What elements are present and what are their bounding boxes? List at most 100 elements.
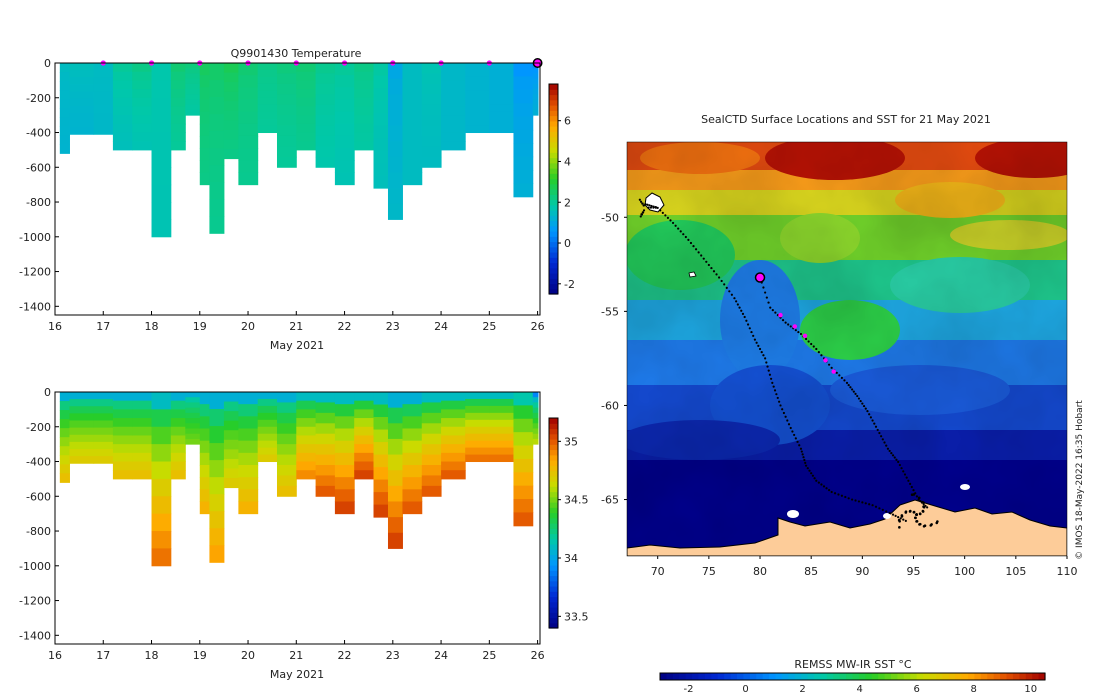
track-dot bbox=[765, 296, 768, 299]
profile-cell bbox=[112, 418, 133, 428]
profile-cell bbox=[513, 116, 534, 131]
sst-colorbar-segment bbox=[993, 673, 1001, 680]
track-dot bbox=[835, 371, 838, 374]
track-dot bbox=[775, 393, 778, 396]
profile-cell bbox=[532, 423, 539, 429]
profile-cell bbox=[296, 63, 317, 73]
track-dot bbox=[888, 449, 891, 453]
track-dot bbox=[664, 214, 667, 217]
profile-cell bbox=[354, 444, 375, 454]
profile-cell bbox=[69, 77, 95, 85]
sst-colorbar-segment bbox=[1000, 673, 1008, 680]
colorbar-tick-label: 4 bbox=[564, 155, 571, 168]
profile-cell bbox=[223, 392, 239, 403]
x-tick-label: 24 bbox=[434, 320, 448, 333]
colorbar-segment bbox=[549, 612, 558, 619]
sst-colorbar-segment bbox=[756, 673, 764, 680]
profile-cell bbox=[296, 71, 317, 81]
colorbar-segment bbox=[549, 225, 558, 232]
sst-colorbar-segment bbox=[672, 673, 680, 680]
profile-cell bbox=[238, 501, 259, 515]
track-dot bbox=[644, 203, 647, 206]
profile-cell bbox=[315, 423, 336, 435]
profile-cell bbox=[387, 125, 403, 142]
colorbar-segment bbox=[549, 423, 558, 430]
profile-cell bbox=[69, 434, 95, 443]
sst-colorbar-tick-label: 0 bbox=[742, 684, 748, 695]
profile-cell bbox=[513, 445, 534, 460]
profile-cell bbox=[69, 63, 95, 71]
profile-cell bbox=[334, 75, 355, 88]
colorbar-segment bbox=[549, 559, 558, 566]
sst-colorbar-segment bbox=[717, 673, 725, 680]
profile-cell bbox=[513, 129, 534, 144]
profile-cell bbox=[421, 454, 442, 466]
profile-cell bbox=[489, 398, 514, 407]
profile-cell bbox=[132, 132, 153, 142]
track-dot bbox=[806, 467, 809, 470]
profile-cell bbox=[223, 82, 239, 93]
profile-cell bbox=[59, 135, 70, 145]
profile-cell bbox=[238, 99, 259, 113]
track-dot bbox=[880, 435, 883, 438]
temperature-x-label: May 2021 bbox=[270, 339, 324, 352]
profile-cell bbox=[465, 63, 490, 71]
profile-cell bbox=[532, 109, 539, 116]
colorbar-segment bbox=[549, 523, 558, 529]
deployment-dot bbox=[640, 213, 644, 216]
profile-cell bbox=[315, 454, 336, 466]
colorbar-segment bbox=[549, 236, 558, 243]
profile-cell bbox=[373, 429, 389, 443]
profile-cell bbox=[465, 447, 490, 456]
profile-cell bbox=[402, 111, 423, 125]
track-dot bbox=[767, 301, 770, 304]
profile-cell bbox=[296, 418, 317, 428]
profile-cell bbox=[223, 458, 239, 469]
profile-cell bbox=[69, 91, 95, 100]
track-dot bbox=[776, 396, 779, 400]
colorbar-segment bbox=[549, 507, 558, 514]
profile-cell bbox=[489, 440, 514, 449]
profile-cell bbox=[93, 98, 114, 107]
colorbar-segment bbox=[549, 554, 558, 561]
profile-cell bbox=[465, 90, 490, 99]
profile-cell bbox=[354, 470, 375, 480]
track-dot bbox=[760, 351, 763, 354]
profile-cell bbox=[170, 426, 186, 436]
profile-cell bbox=[465, 118, 490, 127]
profile-cell bbox=[354, 97, 375, 107]
profile-cell bbox=[112, 435, 133, 445]
profile-cell bbox=[151, 478, 172, 497]
colorbar-segment bbox=[549, 601, 558, 608]
track-dot bbox=[753, 338, 757, 341]
profile-cell bbox=[387, 470, 403, 487]
track-dot bbox=[902, 470, 905, 473]
profile-cell bbox=[465, 454, 490, 463]
profile-cell bbox=[199, 440, 210, 454]
profile-cell bbox=[112, 409, 133, 419]
profile-cell bbox=[441, 400, 466, 410]
y-tick-label: -1000 bbox=[19, 231, 51, 244]
sst-colorbar-tick-label: 8 bbox=[971, 684, 977, 695]
profile-cell bbox=[59, 90, 70, 100]
profile-cell bbox=[209, 148, 225, 166]
profile-cell bbox=[185, 68, 201, 74]
map-y-tick-label: -50 bbox=[601, 211, 619, 224]
track-dot bbox=[728, 290, 731, 293]
profile-cell bbox=[59, 392, 70, 402]
colorbar-segment bbox=[549, 252, 558, 258]
colorbar-segment bbox=[549, 189, 558, 195]
profile-cell bbox=[170, 115, 186, 125]
colorbar-segment bbox=[549, 470, 558, 477]
colorbar-segment bbox=[549, 178, 558, 185]
profile-cell bbox=[132, 63, 153, 73]
profile-cell bbox=[276, 412, 297, 424]
profile-cell bbox=[238, 87, 259, 100]
track-dot bbox=[752, 334, 755, 337]
profile-cell bbox=[296, 392, 317, 402]
profile-cell bbox=[513, 432, 534, 447]
iceberg bbox=[883, 513, 891, 519]
profile-cell bbox=[354, 426, 375, 436]
profile-cell bbox=[465, 419, 490, 428]
profile-cell bbox=[151, 149, 172, 168]
